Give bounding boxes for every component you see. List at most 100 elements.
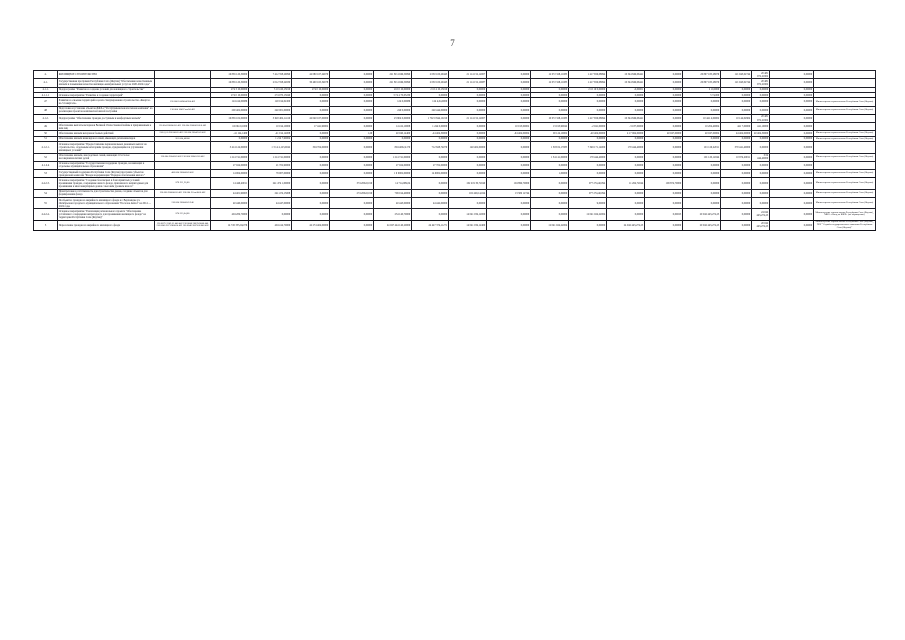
amount-n1: 27 024,00000 <box>210 160 249 171</box>
amount-n12: 0,00000 <box>644 196 683 210</box>
amount-n11: 10 344 849,06441 <box>606 78 645 88</box>
budget-code: 130 004 20004/0/0 240 <box>154 196 211 210</box>
amount-n11: 170 444,40000 <box>606 141 645 154</box>
amount-n11: 10 344 849,06441 <box>606 113 645 124</box>
amount-n6: 27 702,00000 <box>411 160 449 171</box>
responsible-organization: Министерство строительства Республики Са… <box>813 169 876 179</box>
amount-n3: 17 441,90002 <box>291 122 330 132</box>
amount-n5: 1 9 0002,00000 <box>373 169 412 179</box>
amount-n5: 221 80 4 049,50090 <box>373 69 412 80</box>
responsible-organization: Министерство строительства Республики Са… <box>813 177 876 190</box>
amount-n12: 0,00000 <box>644 122 683 132</box>
amount-n10: 0,00000 <box>568 160 607 171</box>
row-index: 4.1. <box>33 78 58 88</box>
amount-n7: 0,00000 <box>448 105 487 115</box>
amount-n2: 3 620 402,14110 <box>248 113 292 124</box>
amount-n7: 0,00000 <box>448 169 487 179</box>
amount-n14: 0,00000 <box>720 188 752 198</box>
amount-n6: 0,00000 <box>411 208 449 221</box>
table-row: 4.1. Государственная программа Республики… <box>33 78 876 88</box>
amount-n5: 254 140,70000 <box>373 208 412 221</box>
amount-n1: 16 856 102,00000 <box>210 113 249 124</box>
amount-n15: 0,00000 <box>751 196 770 210</box>
row-index: 4.4.2.4. <box>33 208 58 221</box>
amount-n14: 0,00000 <box>720 208 752 221</box>
amount-n11: 24 042 443,274,25 <box>606 219 645 232</box>
budget-code: 130 004 1042Сом/04 402 <box>154 105 211 115</box>
amount-n7: 0,00000 <box>448 97 487 107</box>
amount-n13: 20 042 443,274,25 <box>682 219 721 232</box>
row-index: 52 <box>33 152 58 162</box>
amount-n13: 10 441 4,00002 <box>682 113 721 124</box>
responsible-organization <box>813 69 876 80</box>
amount-n5: 1 214 741,00000 <box>373 152 412 162</box>
amount-n3: 42 080 167,24670 <box>291 69 330 80</box>
amount-n3: 0,00000 <box>291 208 330 221</box>
amount-n15: 20 481 972,21902 <box>751 69 770 80</box>
amount-n3: 0,00000 <box>291 160 330 171</box>
amount-n8: 0,00000 <box>486 208 531 221</box>
amount-n11: 0,00000 <box>606 196 645 210</box>
amount-n4: 0,00000 <box>329 97 374 107</box>
row-name: Переселение граждан из аварийного жилищн… <box>57 219 155 232</box>
budget-code: 130 0075 1242,01 440 442 130 0040 20070/… <box>154 219 211 232</box>
amount-n9: 0,00000 <box>530 208 569 221</box>
table-row: 54 Приобретение в собственность для строи… <box>33 188 876 198</box>
amount-n12: 0,00000 <box>644 69 683 80</box>
amount-n4: 0,00000 <box>329 219 374 232</box>
table-row: 4. ЖИЛИЩНОЕ СТРОИТЕЛЬСТВО 16 856 120,30000… <box>33 69 876 80</box>
amount-n15: 0,00000 <box>751 141 770 154</box>
budget-code: 874 355,04,00 <box>154 208 211 221</box>
amount-n14: 0,00000 <box>720 105 752 115</box>
amount-n1: 200 402,00000 <box>210 105 249 115</box>
amount-n6: 240 444,00000 <box>411 105 449 115</box>
amount-n4: 0,00000 <box>329 113 374 124</box>
amount-n6: 712 828,74079 <box>411 141 449 154</box>
responsible-organization: Министерство строительства Республики Са… <box>813 188 876 198</box>
amount-n13: 10 204,40004 <box>682 122 721 132</box>
row-name: Основное мероприятие "Реализация региона… <box>57 208 155 221</box>
responsible-organization: Министерство строительства Республики Са… <box>813 97 876 107</box>
amount-n12: 0,00000 <box>644 160 683 171</box>
amount-n9: 0,00000 <box>530 177 569 190</box>
amount-n10: 7 349 171,14000 <box>568 141 607 154</box>
amount-n2: 1 214 741,00000 <box>248 152 292 162</box>
amount-n8: 0,00000 <box>486 97 531 107</box>
amount-n10: 12 041 024,22004 <box>568 208 607 221</box>
amount-n9: 0,00000 <box>530 188 569 198</box>
responsible-organization <box>813 78 876 88</box>
amount-n14: 0,00000 <box>720 177 752 190</box>
amount-n11: 0,00000 <box>606 97 645 107</box>
amount-n1: 14 745 355,04,076 <box>210 219 249 232</box>
amount-n9: 0,00000 <box>530 196 569 210</box>
row-index: 4.1.2.4 <box>33 160 58 171</box>
amount-n15: 0,00000 <box>751 169 770 179</box>
table-row: 51 Обеспечение жильём инвалидов и семей, … <box>33 135 876 143</box>
row-name: Государственная программа Республики Сах… <box>57 78 155 88</box>
amount-n7: 21 114 152,10087 <box>448 78 487 88</box>
amount-n5: 40 443,00000 <box>373 196 412 210</box>
amount-n15: 0,00000 <box>751 177 770 190</box>
amount-n13: 0,00000 <box>682 169 721 179</box>
amount-n14: 0,00000 <box>720 97 752 107</box>
amount-n6: 2 050 100,29443 <box>411 78 449 88</box>
amount-n6: 0,00000 <box>411 177 449 190</box>
table-row: 4.1.2. Подпрограмма "Обеспечение граждан … <box>33 113 876 124</box>
amount-n10: 170 444,40000 <box>568 152 607 162</box>
amount-n9: 1,00000 <box>530 169 569 179</box>
responsible-organization: Министерство строительства Республики Са… <box>813 152 876 162</box>
budget-code: 130 004 20004/0/0 402 130 004 2000410/0/… <box>154 122 211 132</box>
row-index: 49 <box>33 122 58 132</box>
amount-n16: 0,00000 <box>769 78 814 88</box>
amount-n4: 0,00000 <box>329 208 374 221</box>
amount-n12: 0,00000 <box>644 78 683 88</box>
amount-n6: 1 702 0 844,10210 <box>411 113 449 124</box>
budget-appropriation-table: 4. ЖИЛИЩНОЕ СТРОИТЕЛЬСТВО 16 856 120,30000… <box>33 69 876 232</box>
amount-n9: 10 072 328,11085 <box>530 113 569 124</box>
amount-n1: 40 440,00000 <box>210 196 249 210</box>
amount-n11: 0,00000 <box>606 169 645 179</box>
amount-n3: 304 704,00000 <box>291 141 330 154</box>
amount-n4: 0,00000 <box>329 160 374 171</box>
amount-n10: 077 274,40,094 <box>568 188 607 198</box>
